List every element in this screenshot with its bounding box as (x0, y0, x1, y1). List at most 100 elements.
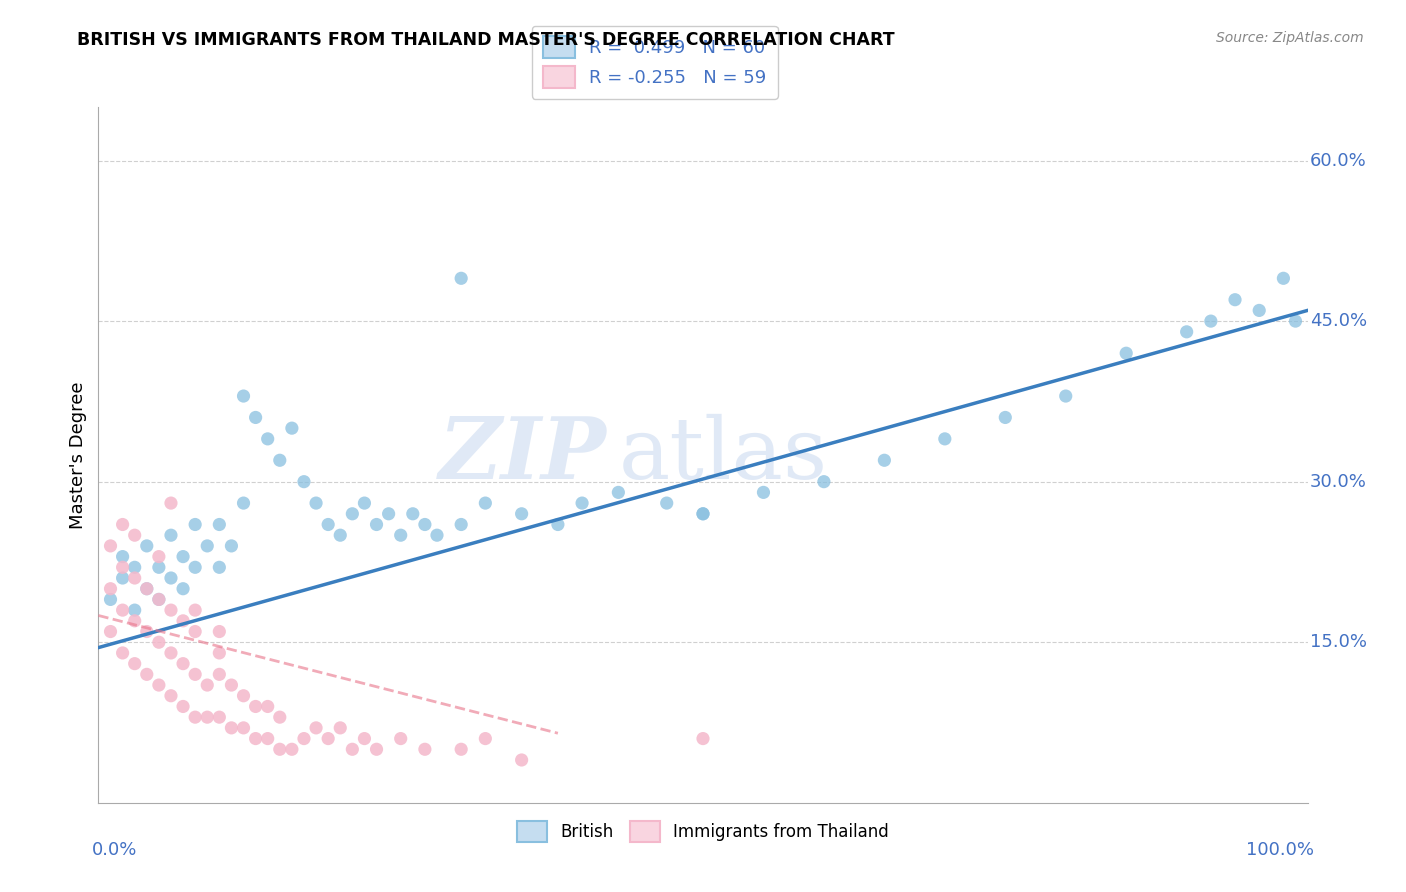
Point (245, 699, 267, 714)
Point (256, 699, 278, 714)
Point (342, 507, 364, 521)
Point (305, 721, 328, 735)
Point (124, 657, 146, 671)
Text: 30.0%: 30.0% (1310, 473, 1367, 491)
Point (389, 731, 412, 746)
Point (692, 731, 714, 746)
Point (195, 710, 218, 724)
Point (366, 517, 388, 532)
Point (292, 475, 315, 489)
Point (547, 517, 569, 532)
Point (184, 560, 207, 574)
Point (692, 507, 714, 521)
Text: ZIP: ZIP (439, 413, 606, 497)
Point (135, 582, 157, 596)
Text: 15.0%: 15.0% (1310, 633, 1367, 651)
Point (752, 485, 775, 500)
Point (124, 560, 146, 574)
Point (100, 592, 122, 607)
Text: 100.0%: 100.0% (1246, 841, 1313, 859)
Point (111, 549, 134, 564)
Point (172, 699, 194, 714)
Text: BRITISH VS IMMIGRANTS FROM THAILAND MASTER'S DEGREE CORRELATION CHART: BRITISH VS IMMIGRANTS FROM THAILAND MAST… (77, 31, 896, 49)
Point (305, 496, 328, 510)
Point (256, 731, 278, 746)
Point (111, 560, 134, 574)
Point (135, 667, 157, 681)
Point (124, 571, 146, 585)
Point (1175, 325, 1198, 339)
Point (1199, 314, 1222, 328)
Point (1272, 271, 1295, 285)
Point (100, 582, 122, 596)
Point (655, 496, 678, 510)
Point (232, 496, 254, 510)
Point (353, 731, 375, 746)
Point (148, 592, 170, 607)
Text: 45.0%: 45.0% (1310, 312, 1367, 330)
Point (148, 678, 170, 692)
Point (269, 453, 291, 467)
Point (232, 689, 254, 703)
Point (184, 667, 207, 681)
Point (124, 614, 146, 628)
Point (184, 710, 207, 724)
Point (100, 624, 122, 639)
Point (184, 624, 207, 639)
Point (1223, 293, 1246, 307)
Point (135, 624, 157, 639)
Point (232, 389, 254, 403)
Y-axis label: Master's Degree: Master's Degree (69, 381, 87, 529)
Point (172, 582, 194, 596)
Point (281, 421, 304, 435)
Point (100, 539, 122, 553)
Legend: British, Immigrants from Thailand: British, Immigrants from Thailand (509, 814, 897, 850)
Point (208, 667, 231, 681)
Point (366, 742, 388, 756)
Point (994, 410, 1017, 425)
Point (124, 603, 146, 617)
Point (450, 271, 472, 285)
Point (256, 432, 278, 446)
Point (148, 549, 170, 564)
Point (111, 603, 134, 617)
Point (160, 528, 183, 542)
Point (208, 710, 231, 724)
Point (124, 528, 146, 542)
Point (389, 528, 412, 542)
Text: atlas: atlas (619, 413, 828, 497)
Point (148, 560, 170, 574)
Point (208, 646, 231, 660)
Point (269, 742, 291, 756)
Point (873, 453, 896, 467)
Point (221, 721, 243, 735)
Point (221, 539, 243, 553)
Text: 60.0%: 60.0% (1310, 152, 1367, 169)
Point (148, 635, 170, 649)
Point (208, 624, 231, 639)
Point (377, 507, 399, 521)
Point (342, 742, 364, 756)
Point (111, 646, 134, 660)
Point (160, 496, 183, 510)
Point (172, 549, 194, 564)
Point (208, 560, 231, 574)
Point (232, 721, 254, 735)
Point (316, 517, 339, 532)
Point (413, 742, 436, 756)
Point (195, 678, 218, 692)
Point (402, 507, 425, 521)
Point (474, 731, 496, 746)
Point (172, 657, 194, 671)
Point (160, 646, 183, 660)
Point (160, 603, 183, 617)
Point (450, 517, 472, 532)
Point (135, 539, 157, 553)
Point (1054, 389, 1077, 403)
Point (184, 517, 207, 532)
Point (245, 731, 267, 746)
Point (208, 517, 231, 532)
Point (172, 614, 194, 628)
Point (269, 710, 291, 724)
Point (934, 432, 956, 446)
